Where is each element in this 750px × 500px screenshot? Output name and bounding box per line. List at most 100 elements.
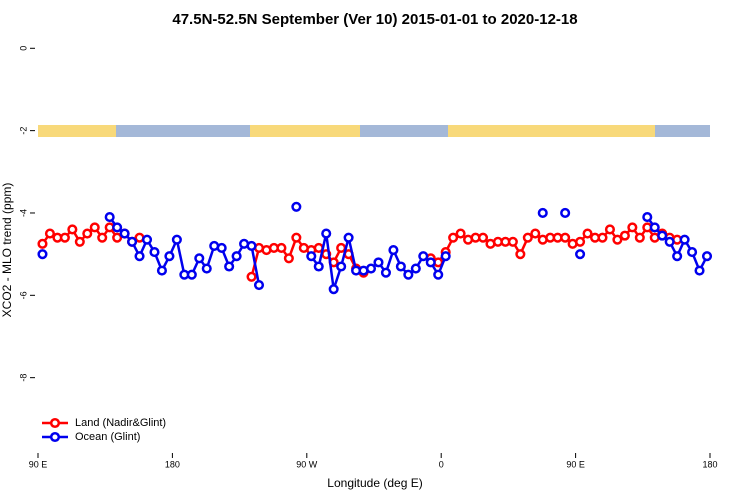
point bbox=[59, 232, 70, 243]
point bbox=[276, 242, 287, 254]
point bbox=[612, 234, 623, 245]
point bbox=[246, 271, 257, 282]
point bbox=[186, 269, 197, 280]
point bbox=[156, 265, 167, 276]
point bbox=[313, 261, 324, 272]
point bbox=[365, 263, 377, 274]
x-tick-label: 90 E bbox=[29, 459, 48, 469]
point bbox=[164, 251, 175, 262]
point bbox=[224, 261, 235, 272]
point bbox=[604, 224, 615, 235]
point bbox=[37, 249, 48, 260]
y-tick-label: -8 bbox=[18, 374, 28, 382]
point bbox=[97, 232, 108, 243]
point bbox=[306, 251, 317, 262]
x-axis-label: Longitude (deg E) bbox=[327, 476, 422, 490]
x-tick-label: 180 bbox=[702, 459, 717, 469]
point bbox=[388, 244, 399, 256]
point bbox=[701, 251, 713, 262]
point bbox=[321, 228, 332, 239]
point bbox=[425, 257, 436, 268]
land-strip bbox=[38, 125, 116, 137]
point bbox=[477, 232, 489, 243]
point bbox=[403, 269, 414, 280]
point bbox=[89, 222, 100, 233]
point bbox=[112, 222, 123, 233]
point bbox=[37, 238, 48, 249]
y-axis-label: XCO2 - MLO trend (ppm) bbox=[0, 183, 14, 318]
land-strip bbox=[448, 125, 655, 137]
point bbox=[522, 232, 533, 243]
point bbox=[67, 224, 78, 235]
point bbox=[291, 232, 302, 243]
point bbox=[634, 232, 645, 243]
point bbox=[216, 242, 227, 254]
point bbox=[82, 228, 93, 239]
point bbox=[619, 230, 630, 241]
point bbox=[119, 228, 130, 239]
point bbox=[112, 232, 123, 243]
point bbox=[127, 236, 138, 247]
point bbox=[657, 230, 668, 241]
point bbox=[336, 242, 347, 254]
point bbox=[418, 251, 429, 262]
point bbox=[328, 284, 339, 295]
y-tick-label: -6 bbox=[18, 291, 28, 299]
point bbox=[582, 228, 593, 239]
point bbox=[672, 251, 683, 262]
point bbox=[642, 212, 653, 223]
y-tick-label: -2 bbox=[18, 127, 28, 135]
point bbox=[134, 251, 145, 262]
point bbox=[455, 228, 466, 239]
x-tick-label: 180 bbox=[165, 459, 180, 469]
point bbox=[44, 228, 55, 239]
point bbox=[194, 253, 205, 264]
point bbox=[448, 232, 459, 243]
point bbox=[253, 279, 265, 291]
point bbox=[679, 234, 690, 245]
legend-label: Ocean (Glint) bbox=[75, 431, 140, 443]
point bbox=[373, 257, 384, 268]
point bbox=[687, 247, 698, 258]
point bbox=[575, 236, 586, 247]
point bbox=[597, 232, 608, 243]
y-tick-label: 0 bbox=[18, 46, 28, 51]
land-strip bbox=[250, 125, 360, 137]
point bbox=[433, 269, 444, 280]
point bbox=[201, 263, 212, 274]
chart-title: 47.5N-52.5N September (Ver 10) 2015-01-0… bbox=[172, 11, 577, 28]
point bbox=[283, 253, 294, 264]
point bbox=[380, 267, 391, 278]
point bbox=[104, 212, 115, 223]
point bbox=[664, 236, 675, 247]
point bbox=[560, 232, 571, 243]
point bbox=[649, 222, 660, 233]
point bbox=[507, 236, 518, 247]
point bbox=[141, 234, 153, 245]
point bbox=[336, 261, 347, 272]
legend-marker bbox=[49, 417, 61, 429]
y-tick-label: -4 bbox=[18, 209, 28, 217]
x-tick-label: 0 bbox=[439, 459, 444, 469]
point bbox=[171, 234, 182, 245]
point bbox=[560, 207, 571, 219]
point bbox=[246, 240, 257, 251]
x-tick-label: 90 E bbox=[566, 459, 585, 469]
legend-marker bbox=[49, 431, 61, 443]
point bbox=[694, 265, 705, 276]
point bbox=[231, 251, 242, 262]
point bbox=[530, 228, 541, 239]
point bbox=[149, 247, 160, 258]
point bbox=[291, 201, 302, 212]
legend-label: Land (Nadir&Glint) bbox=[75, 417, 166, 429]
x-tick-label: 90 W bbox=[296, 459, 318, 469]
point bbox=[74, 236, 85, 247]
point bbox=[537, 207, 548, 219]
point bbox=[575, 249, 586, 260]
point bbox=[440, 251, 451, 262]
land-mask-strip bbox=[38, 125, 710, 137]
point bbox=[627, 222, 638, 233]
point bbox=[343, 232, 354, 243]
